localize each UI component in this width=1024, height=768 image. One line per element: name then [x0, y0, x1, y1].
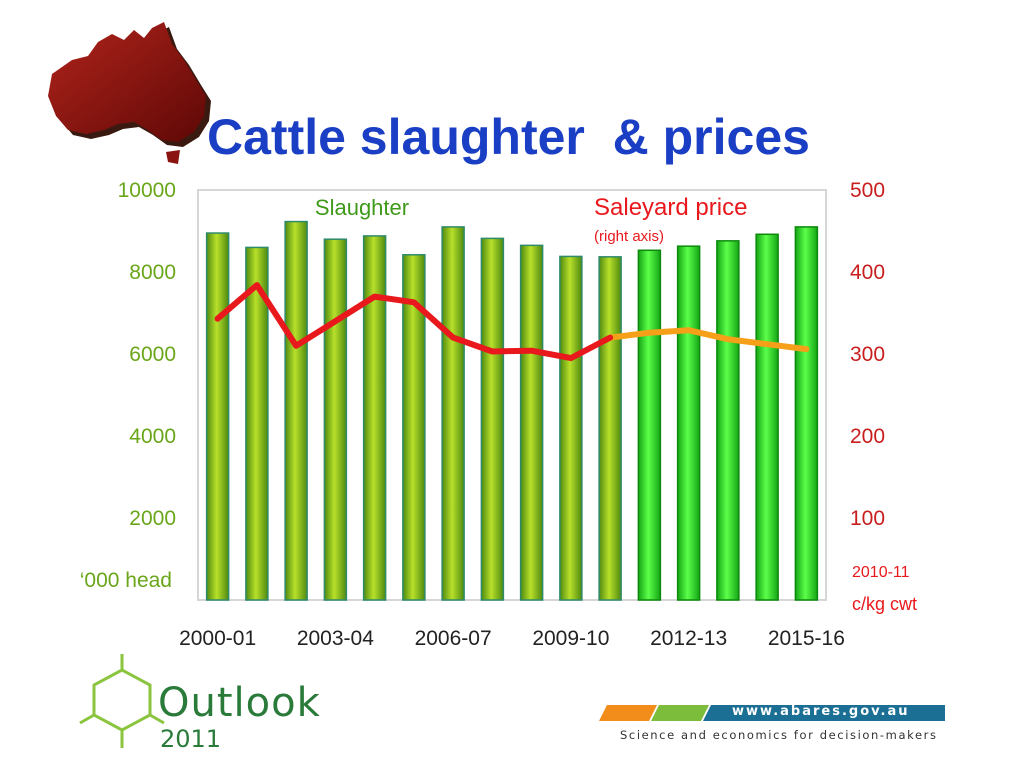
- slaughter-bar: [323, 238, 348, 601]
- abares-tagline: Science and economics for decision-maker…: [620, 728, 938, 742]
- slaughter-bar: [402, 254, 426, 601]
- left-axis-tick: 2000: [129, 507, 176, 530]
- left-axis-tick: 8000: [129, 261, 176, 284]
- outlook-logo-year: 2011: [160, 725, 222, 753]
- slaughter-bar: [598, 256, 622, 601]
- right-axis-tick: 200: [850, 425, 885, 448]
- slaughter-bar: [245, 246, 269, 601]
- x-axis-tick: 2000-01: [179, 627, 256, 650]
- left-axis-tick: 4000: [129, 425, 176, 448]
- outlook-hexagon-logo: [79, 654, 165, 748]
- slaughter-bar: [716, 240, 740, 601]
- slaughter-bar: [441, 226, 465, 601]
- right-axis-label-unit: c/kg cwt: [852, 594, 917, 614]
- outlook-logo-word: Outlook: [158, 680, 321, 726]
- price-series-note: (right axis): [594, 228, 664, 245]
- x-axis-tick: 2006-07: [415, 627, 492, 650]
- right-axis-tick: 300: [850, 343, 885, 366]
- right-axis-label-period: 2010-11: [852, 564, 910, 581]
- x-axis-tick: 2012-13: [650, 627, 727, 650]
- slaughter-bar: [676, 245, 701, 601]
- australia-map-logo: [48, 22, 211, 164]
- right-axis-tick: 500: [850, 179, 885, 202]
- price-line: [214, 282, 614, 362]
- slaughter-bar: [559, 255, 583, 601]
- x-axis-tick: 2003-04: [297, 627, 374, 650]
- slaughter-bar: [284, 220, 308, 601]
- slaughter-bar: [205, 232, 230, 601]
- slaughter-bar: [794, 226, 819, 601]
- left-axis-tick: 6000: [129, 343, 176, 366]
- slaughter-bar: [362, 235, 387, 601]
- slaughter-series-label: Slaughter: [315, 195, 409, 220]
- right-axis-tick: 100: [850, 507, 885, 530]
- slide-title: Cattle slaughter & prices: [207, 109, 810, 165]
- slaughter-bar: [480, 237, 505, 601]
- slaughter-bar: [519, 244, 544, 601]
- price-series-label: Saleyard price: [594, 194, 747, 221]
- left-axis-label: ‘000 head: [80, 569, 172, 592]
- abares-url[interactable]: www.abares.gov.au: [732, 704, 910, 719]
- left-axis-tick: 10000: [118, 179, 176, 202]
- x-axis-tick: 2015-16: [768, 627, 845, 650]
- right-axis-tick: 400: [850, 261, 885, 284]
- slaughter-bar: [755, 233, 779, 601]
- abares-banner: [599, 705, 945, 721]
- x-axis-tick: 2009-10: [532, 627, 609, 650]
- slaughter-bar: [637, 249, 662, 601]
- price-forecast-line: [607, 327, 810, 353]
